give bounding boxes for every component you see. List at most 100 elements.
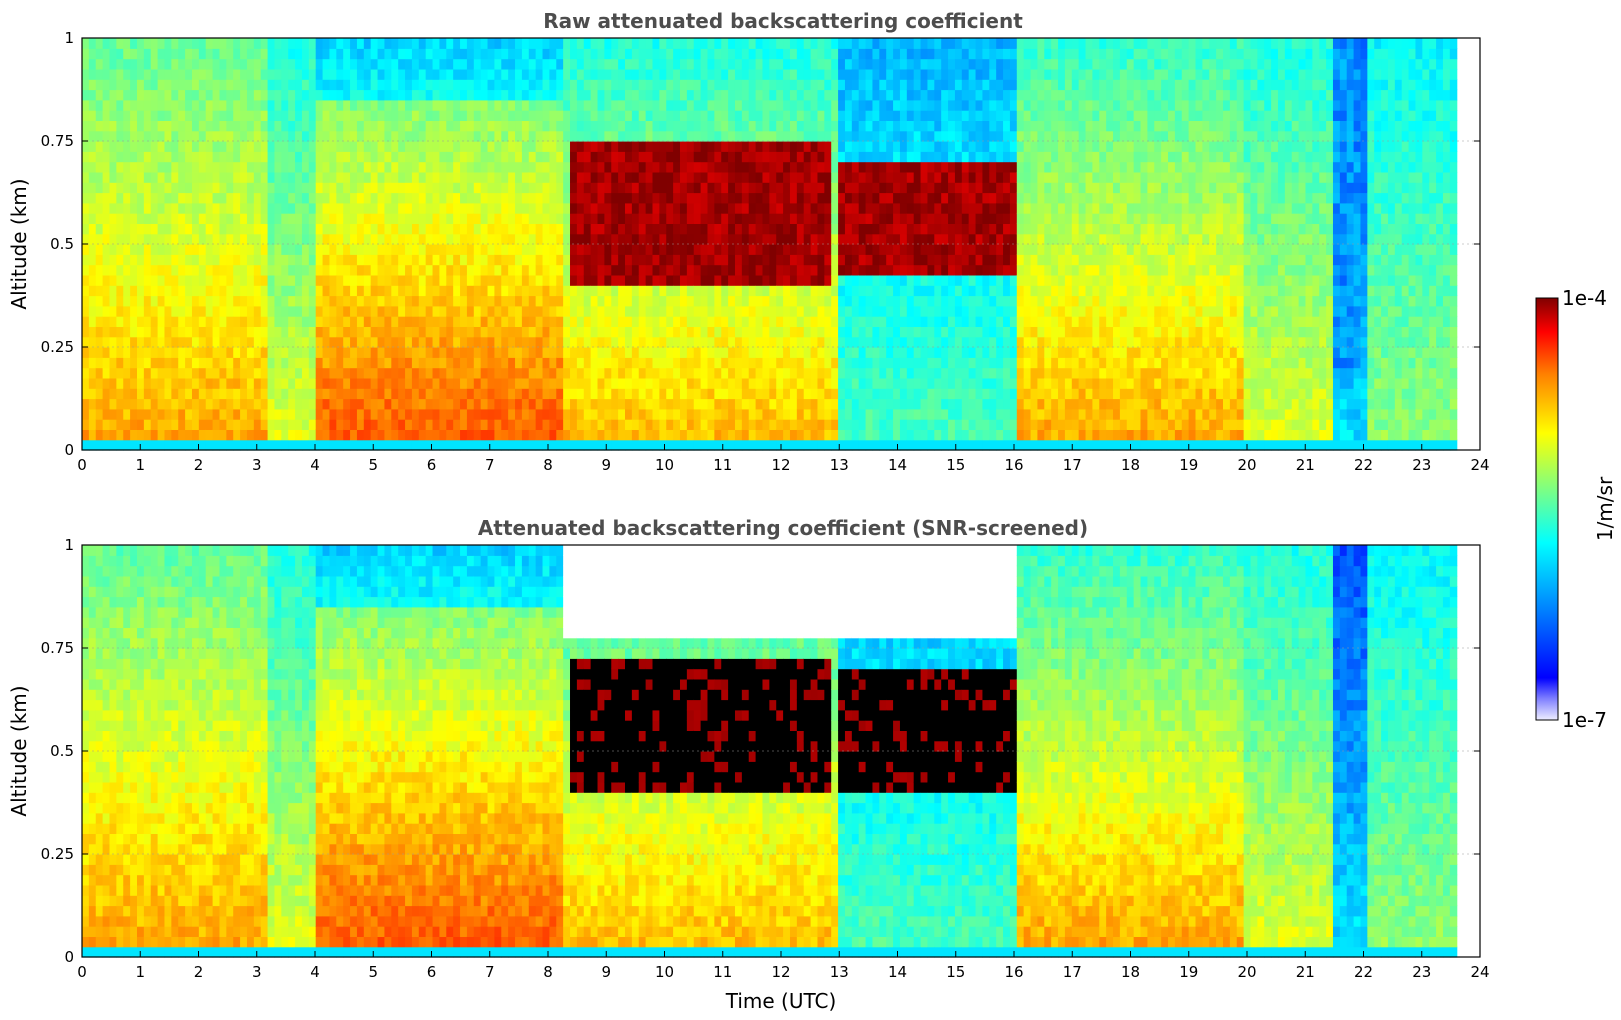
heatmap-cell	[212, 182, 221, 194]
heatmap-cell	[673, 130, 681, 142]
heatmap-cell	[191, 151, 200, 163]
heatmap-cell	[590, 326, 599, 338]
heatmap-cell	[631, 347, 640, 358]
heatmap-cell	[281, 89, 289, 101]
heatmap-cell	[432, 264, 441, 276]
heatmap-cell	[102, 130, 111, 142]
heatmap-cell	[191, 110, 200, 121]
heatmap-cell	[755, 58, 764, 70]
heatmap-cell	[776, 89, 784, 101]
heatmap-cell	[625, 202, 633, 214]
heatmap-cell	[831, 408, 839, 420]
heatmap-cell	[714, 316, 722, 327]
heatmap-cell	[391, 439, 399, 451]
heatmap-cell	[405, 202, 413, 214]
heatmap-cell	[838, 130, 846, 142]
heatmap-cell	[157, 264, 166, 276]
heatmap-cell	[920, 254, 929, 266]
heatmap-cell	[508, 336, 516, 348]
heatmap-cell	[810, 274, 819, 286]
heatmap-cell	[274, 213, 282, 224]
heatmap-cell	[728, 202, 736, 214]
heatmap-cell	[405, 171, 413, 183]
heatmap-cell	[831, 326, 839, 338]
heatmap-cell	[789, 336, 798, 348]
heatmap-cell	[219, 305, 227, 317]
heatmap-cell	[570, 202, 578, 214]
heatmap-cell	[673, 58, 681, 70]
heatmap-cell	[391, 254, 399, 266]
heatmap-cell	[783, 367, 791, 379]
heatmap-cell	[398, 336, 406, 348]
heatmap-cell	[453, 213, 461, 224]
heatmap-cell	[418, 388, 427, 400]
heatmap-cell	[164, 274, 172, 286]
heatmap-cell	[425, 439, 434, 451]
heatmap-cell	[707, 326, 715, 338]
heatmap-cell	[260, 429, 269, 441]
heatmap-cell	[164, 388, 172, 400]
heatmap-cell	[810, 254, 819, 266]
heatmap-cell	[508, 141, 516, 152]
heatmap-cell	[762, 326, 770, 338]
heatmap-cell	[466, 192, 475, 204]
heatmap-cell	[700, 192, 709, 204]
heatmap-cell	[515, 419, 523, 430]
heatmap-cell	[659, 326, 667, 338]
heatmap-cell	[240, 213, 248, 224]
heatmap-cell	[150, 182, 159, 194]
heatmap-cell	[191, 202, 200, 214]
heatmap-cell	[391, 326, 399, 338]
heatmap-cell	[150, 254, 159, 266]
heatmap-cell	[618, 202, 626, 214]
heatmap-cell	[734, 316, 743, 327]
heatmap-cell	[212, 347, 221, 358]
heatmap-cell	[728, 419, 736, 430]
heatmap-cell	[274, 295, 282, 307]
heatmap-cell	[288, 419, 296, 430]
heatmap-cell	[906, 326, 915, 338]
heatmap-cell	[267, 285, 276, 297]
heatmap-cell	[405, 192, 413, 204]
heatmap-cell	[411, 38, 420, 49]
heatmap-cell	[446, 192, 454, 204]
heatmap-cell	[102, 326, 111, 338]
heatmap-cell	[748, 171, 757, 183]
heatmap-cell	[625, 99, 633, 111]
heatmap-cell	[769, 89, 777, 101]
heatmap-cell	[906, 388, 915, 400]
heatmap-cell	[542, 99, 550, 111]
heatmap-cell	[343, 213, 351, 224]
heatmap-cell	[88, 295, 97, 307]
heatmap-cell	[652, 244, 660, 255]
heatmap-cell	[95, 213, 104, 224]
heatmap-cell	[776, 398, 784, 410]
heatmap-cell	[810, 58, 819, 70]
heatmap-cell	[260, 213, 269, 224]
heatmap-cell	[418, 151, 427, 163]
heatmap-cell	[260, 357, 269, 369]
heatmap-cell	[611, 192, 619, 204]
heatmap-cell	[466, 130, 475, 142]
heatmap-cell	[301, 48, 310, 60]
heatmap-cell	[762, 367, 770, 379]
heatmap-cell	[260, 305, 269, 317]
heatmap-cell	[762, 151, 770, 163]
heatmap-cell	[714, 295, 722, 307]
heatmap-cell	[528, 99, 537, 111]
heatmap-cell	[556, 274, 564, 286]
heatmap-cell	[260, 48, 269, 60]
heatmap-cell	[838, 305, 846, 317]
heatmap-cell	[927, 398, 935, 410]
heatmap-cell	[556, 316, 564, 327]
heatmap-cell	[246, 182, 255, 194]
heatmap-cell	[301, 357, 310, 369]
heatmap-cell	[673, 377, 681, 389]
heatmap-cell	[356, 171, 365, 183]
heatmap-cell	[542, 141, 550, 152]
heatmap-cell	[755, 347, 764, 358]
heatmap-cell	[281, 419, 289, 430]
heatmap-cell	[851, 264, 860, 276]
heatmap-cell	[776, 264, 784, 276]
heatmap-cell	[473, 192, 482, 204]
